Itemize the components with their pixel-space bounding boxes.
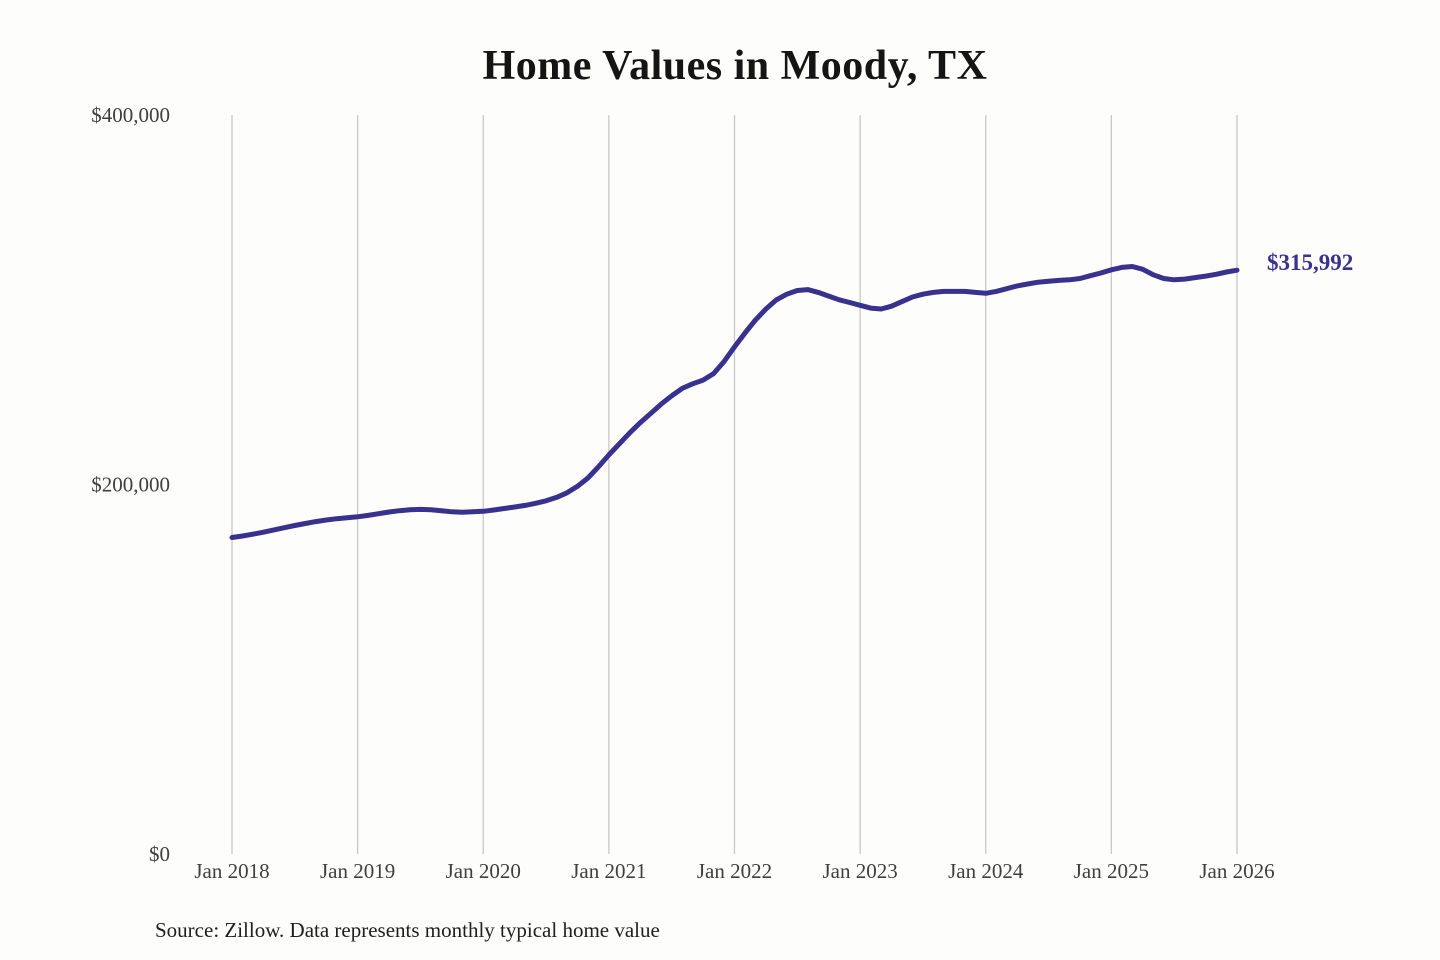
y-tick-label: $0 xyxy=(149,842,170,866)
x-tick-label: Jan 2022 xyxy=(697,859,772,883)
home-value-line xyxy=(229,264,1240,540)
y-tick-label: $200,000 xyxy=(91,473,170,497)
x-tick-label: Jan 2024 xyxy=(948,859,1024,883)
chart-title: Home Values in Moody, TX xyxy=(482,43,988,89)
x-tick-label: Jan 2020 xyxy=(446,859,521,883)
x-tick-label: Jan 2018 xyxy=(194,859,269,883)
y-tick-label: $400,000 xyxy=(91,103,170,127)
source-note: Source: Zillow. Data represents monthly … xyxy=(155,918,660,942)
x-tick-label: Jan 2019 xyxy=(320,859,395,883)
end-value-label: $315,992 xyxy=(1267,250,1353,275)
x-tick-label: Jan 2025 xyxy=(1074,859,1149,883)
x-tick-label: Jan 2021 xyxy=(571,859,646,883)
x-tick-label: Jan 2023 xyxy=(823,859,898,883)
x-tick-label: Jan 2026 xyxy=(1199,859,1274,883)
